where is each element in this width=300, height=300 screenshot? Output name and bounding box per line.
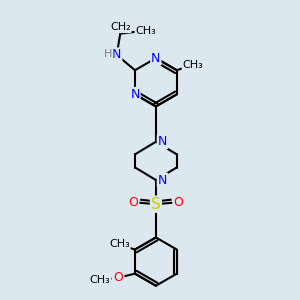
Text: N: N [151,52,160,64]
Text: CH₃: CH₃ [109,239,130,249]
Text: N: N [158,135,167,148]
Text: H: H [104,49,113,59]
Text: CH₃: CH₃ [136,26,156,36]
Text: CH₃: CH₃ [90,275,111,285]
Text: O: O [113,271,123,284]
Text: O: O [173,196,183,209]
Text: N: N [158,173,167,187]
Text: N: N [112,48,122,62]
Text: CH₃: CH₃ [183,60,203,70]
Text: O: O [129,196,138,209]
Text: S: S [151,197,161,212]
Text: N: N [130,88,140,101]
Text: CH₂: CH₂ [110,22,130,32]
